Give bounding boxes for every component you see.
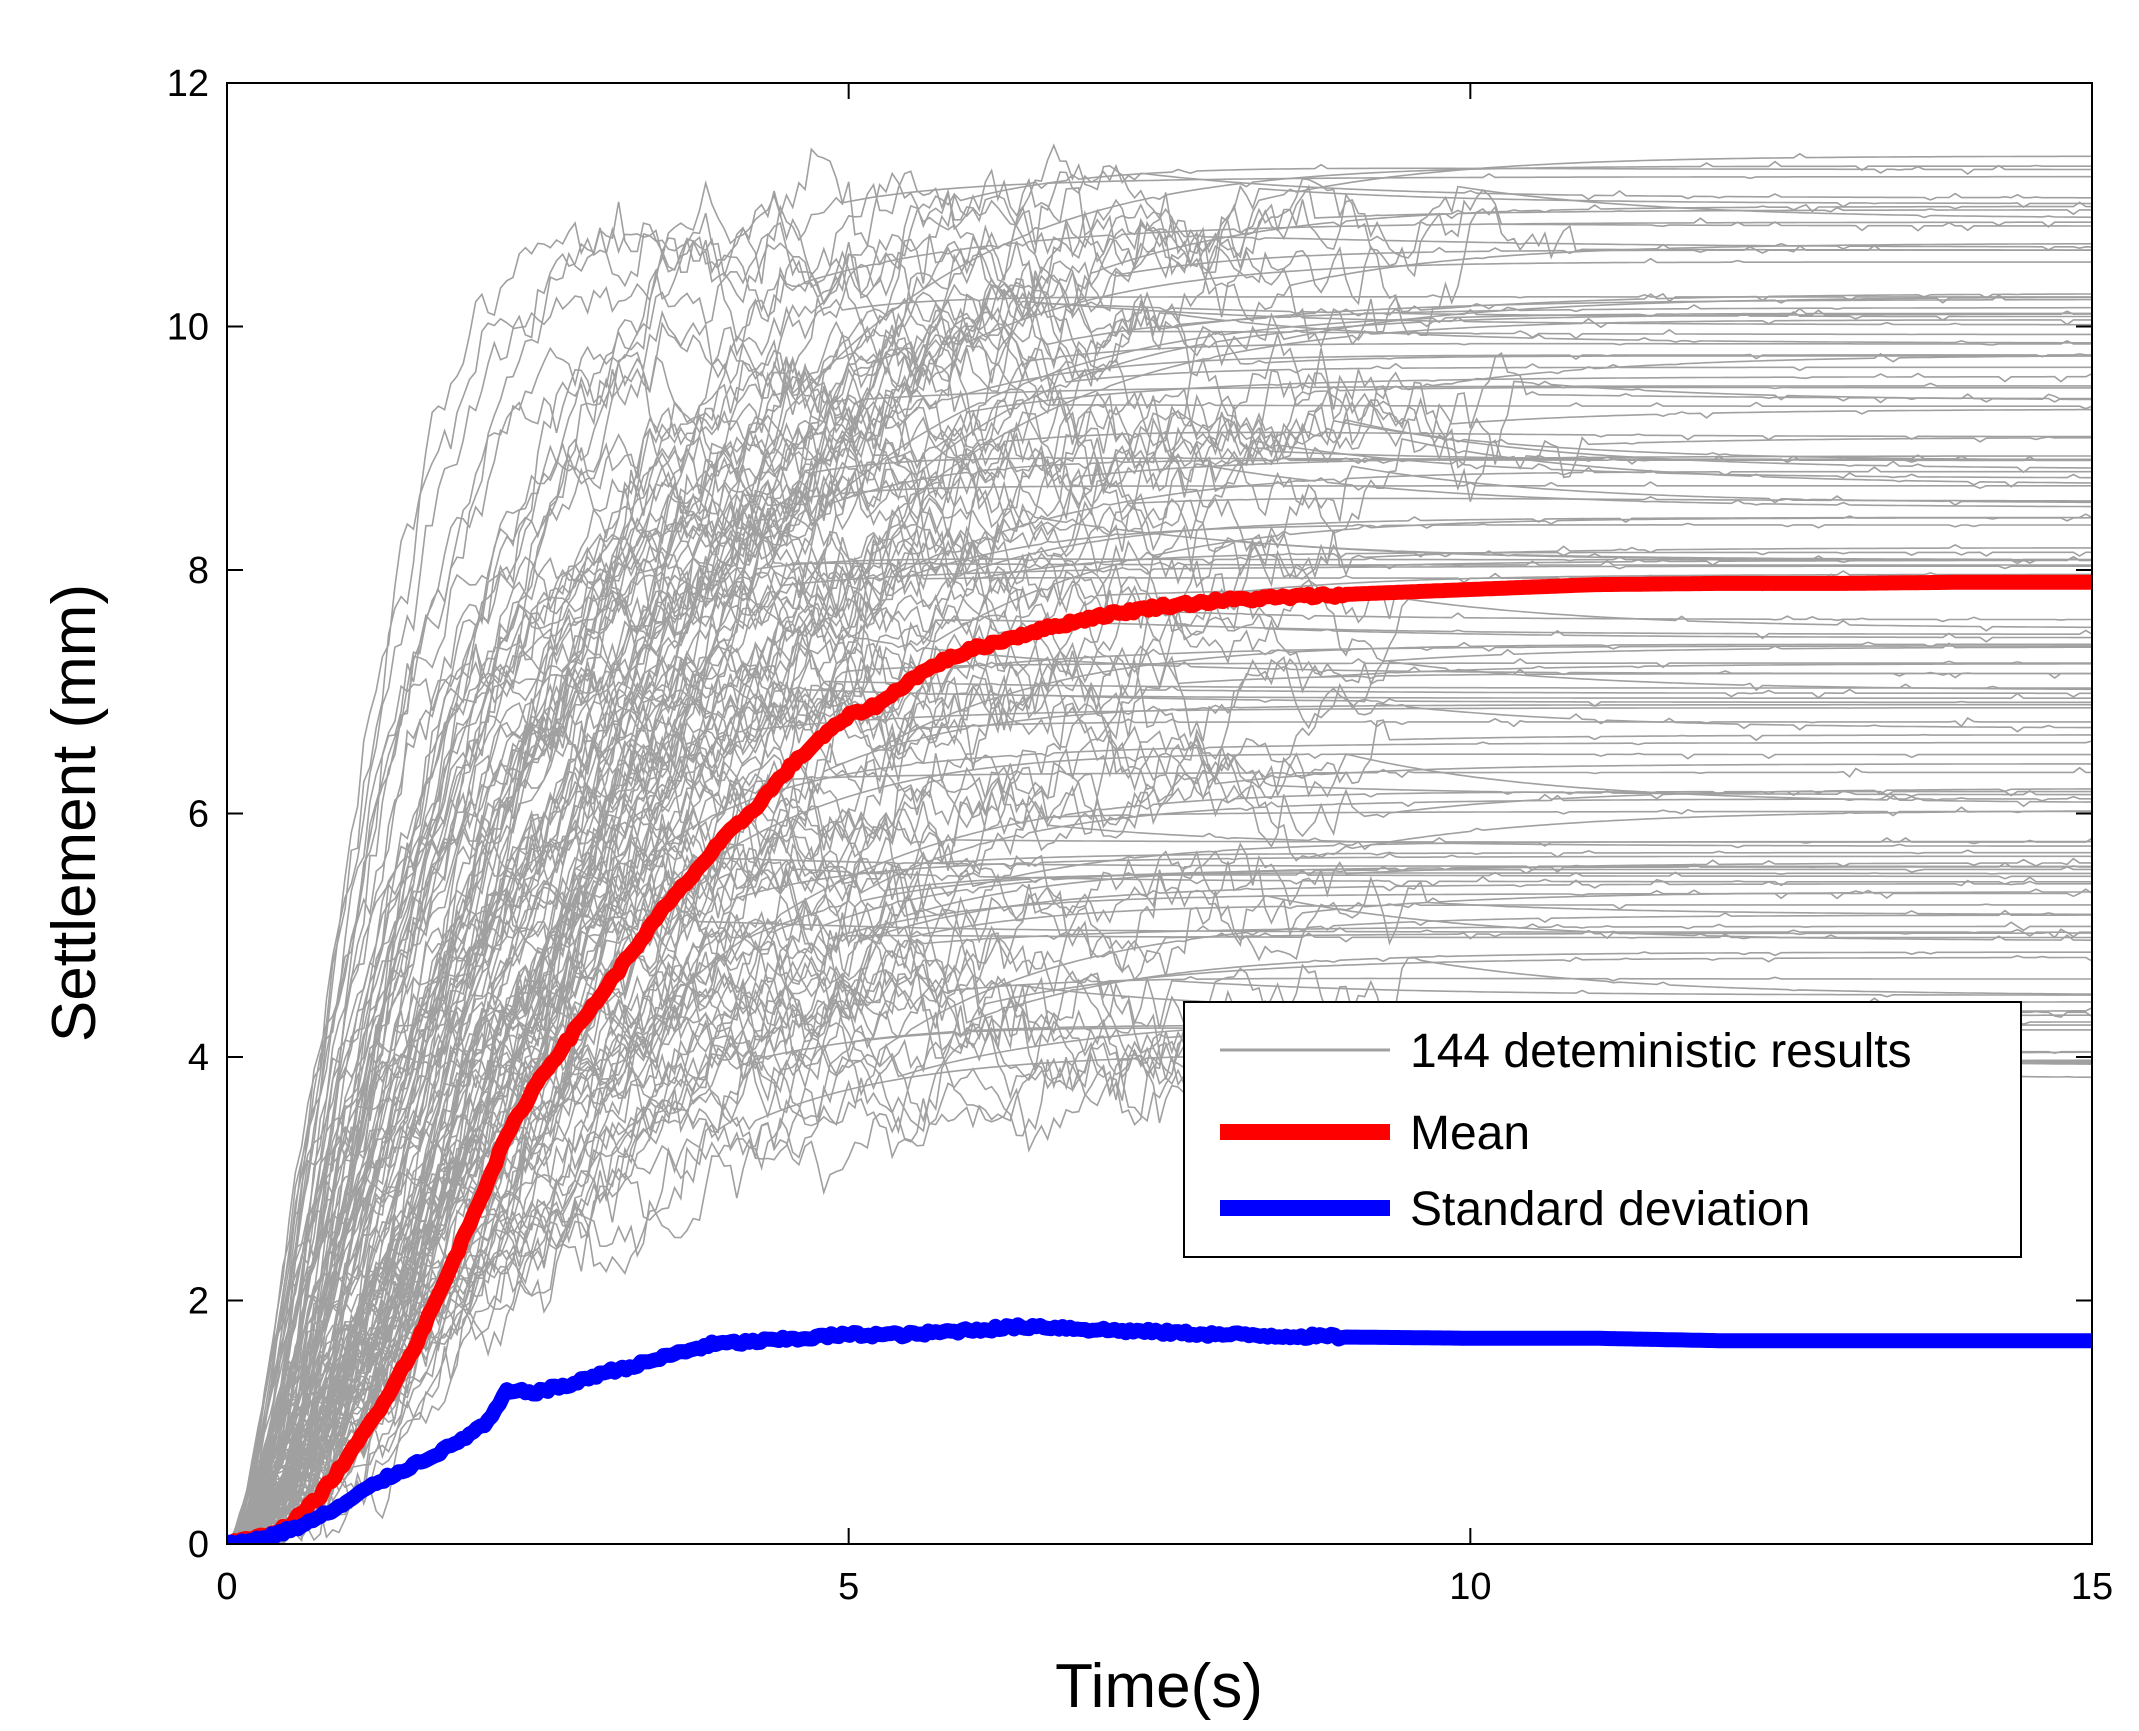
deterministic-result-line	[227, 852, 2092, 1544]
deterministic-result-line	[227, 466, 2092, 1544]
y-tick-label: 10	[167, 307, 209, 349]
deterministic-result-line	[227, 307, 2092, 1544]
deterministic-result-line	[227, 257, 2092, 1544]
deterministic-result-line	[227, 216, 2092, 1544]
y-tick-label: 12	[167, 63, 209, 105]
deterministic-result-line	[227, 842, 2092, 1544]
x-tick-label: 0	[216, 1566, 237, 1608]
deterministic-result-line	[227, 902, 2092, 1544]
deterministic-result-line	[227, 160, 2092, 1544]
deterministic-result-line	[227, 301, 2092, 1544]
deterministic-result-line	[227, 752, 2092, 1544]
deterministic-result-line	[227, 684, 2092, 1544]
deterministic-result-line	[227, 771, 2092, 1544]
y-tick-label: 2	[188, 1281, 209, 1323]
deterministic-result-line	[227, 147, 2092, 1544]
deterministic-result-line	[227, 171, 2092, 1544]
legend: 144 deteministic results Mean Standard d…	[1183, 1001, 2022, 1258]
deterministic-result-line	[227, 392, 2092, 1544]
deterministic-result-line	[227, 867, 2092, 1544]
deterministic-result-line	[227, 244, 2092, 1544]
deterministic-result-line	[227, 495, 2092, 1544]
deterministic-result-line	[227, 865, 2092, 1544]
x-tick-label: 5	[838, 1566, 859, 1608]
deterministic-result-line	[227, 448, 2092, 1544]
deterministic-result-line	[227, 184, 2092, 1544]
deterministic-result-line	[227, 909, 2092, 1544]
y-tick-label: 8	[188, 550, 209, 592]
deterministic-result-line	[227, 939, 2092, 1544]
legend-label-realizations: 144 deteministic results	[1410, 1025, 1912, 1078]
deterministic-result-line	[227, 163, 2092, 1544]
y-tick-label: 4	[188, 1037, 209, 1079]
deterministic-result-line	[227, 201, 2092, 1544]
deterministic-result-line	[227, 604, 2092, 1544]
deterministic-result-line	[227, 438, 2092, 1544]
deterministic-result-line	[227, 353, 2092, 1544]
deterministic-result-line	[227, 840, 2092, 1544]
deterministic-result-line	[227, 480, 2092, 1544]
deterministic-result-line	[227, 729, 2092, 1544]
deterministic-result-line	[227, 740, 2092, 1544]
standard-deviation-line	[227, 1317, 2092, 1544]
deterministic-result-line	[227, 338, 2092, 1544]
deterministic-result-line	[227, 274, 2092, 1544]
deterministic-result-line	[227, 357, 2092, 1544]
deterministic-result-line	[227, 429, 2092, 1544]
x-axis-title: Time(s)	[1055, 1652, 1263, 1721]
deterministic-result-line	[227, 741, 2092, 1544]
legend-label-mean: Mean	[1410, 1107, 1530, 1160]
deterministic-result-line	[227, 360, 2092, 1544]
deterministic-result-line	[227, 613, 2092, 1544]
deterministic-result-line	[227, 535, 2092, 1544]
deterministic-result-line	[227, 163, 2092, 1544]
deterministic-result-line	[227, 325, 2092, 1544]
mean-line	[227, 574, 2092, 1544]
deterministic-result-line	[227, 439, 2092, 1544]
deterministic-result-line	[227, 431, 2092, 1544]
deterministic-result-line	[227, 317, 2092, 1544]
deterministic-result-line	[227, 558, 2092, 1544]
deterministic-result-line	[227, 303, 2092, 1544]
legend-label-std: Standard deviation	[1410, 1183, 1810, 1236]
deterministic-result-line	[227, 385, 2092, 1544]
deterministic-result-line	[227, 871, 2092, 1544]
deterministic-result-line	[227, 647, 2092, 1544]
deterministic-result-line	[227, 241, 2092, 1544]
deterministic-result-line	[227, 143, 2092, 1544]
deterministic-result-line	[227, 293, 2092, 1544]
x-tick-label: 15	[2071, 1566, 2113, 1608]
deterministic-result-line	[227, 152, 2092, 1544]
y-axis-title: Settlement (mm)	[40, 584, 109, 1042]
deterministic-result-line	[227, 309, 2092, 1544]
deterministic-result-line	[227, 381, 2092, 1544]
deterministic-result-line	[227, 912, 2092, 1544]
y-tick-label: 0	[188, 1524, 209, 1566]
statistics-lines	[227, 574, 2092, 1544]
deterministic-result-line	[227, 615, 2092, 1544]
y-tick-label: 6	[188, 794, 209, 836]
deterministic-results-lines	[227, 143, 2092, 1544]
x-tick-label: 10	[1449, 1566, 1491, 1608]
deterministic-result-line	[227, 878, 2092, 1544]
deterministic-result-line	[227, 690, 2092, 1544]
axis-ticks: 0 5 10 15 0 2 4 6 8 10 12	[167, 63, 2113, 1608]
